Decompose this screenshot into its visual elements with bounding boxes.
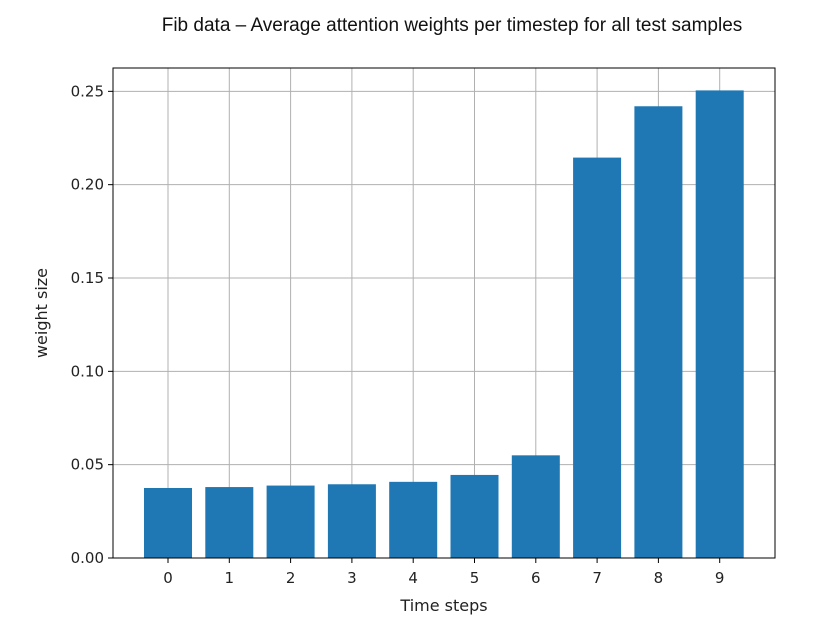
ticks: 0 1 2 3 4 5 6 7 8 9 0.00 0.05 0.10 0.15 0.20 0.25 [71,82,725,587]
x-tick-label: 8 [654,569,664,587]
axes-frame [112,67,776,559]
x-tick-label: 5 [470,569,480,587]
bar-8 [634,106,683,559]
bar-4 [389,481,438,558]
x-axis-label: Time steps [399,596,487,615]
x-tick-label: 3 [347,569,357,587]
x-tick-label: 0 [163,569,173,587]
bar-0 [144,488,192,558]
bar-6 [511,455,560,558]
chart-title: Fib data – Average attention weights per… [161,15,743,36]
x-tick-label: 6 [531,569,541,587]
x-tick-label: 1 [225,569,235,587]
x-tick-label: 9 [715,569,725,587]
x-tick-label: 2 [286,569,296,587]
y-tick-label: 0.10 [71,362,104,380]
bars [144,90,744,559]
y-axis-label: weight size [32,268,51,358]
bar-3 [327,484,376,558]
bar-9 [695,90,744,559]
x-tick-label: 7 [592,569,602,587]
y-tick-label: 0.15 [71,269,104,287]
bar-2 [266,485,315,558]
y-tick-label: 0.25 [71,82,104,100]
y-tick-label: 0.20 [71,176,104,194]
y-tick-label: 0.05 [71,456,104,474]
y-tick-label: 0.00 [71,549,104,567]
bar-5 [450,474,499,558]
x-tick-label: 4 [408,569,418,587]
bar-1 [205,487,254,558]
bar-7 [573,157,622,558]
